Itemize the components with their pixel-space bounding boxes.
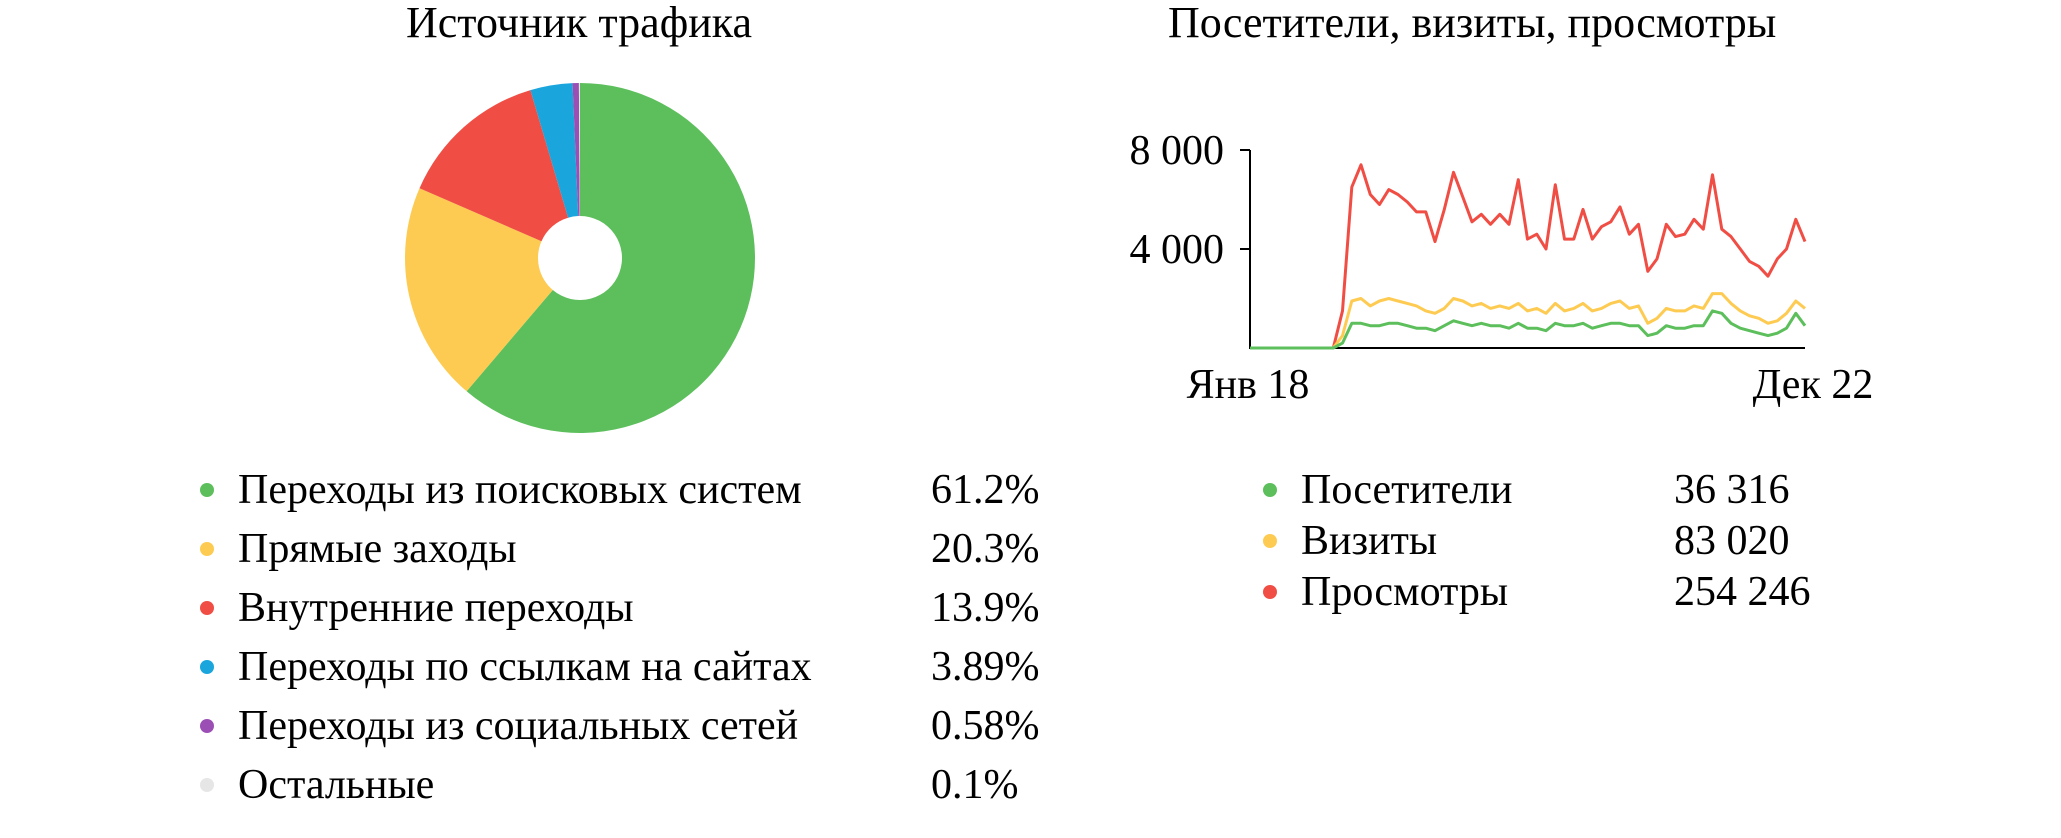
line-chart-title: Посетители, визиты, просмотры [1168,0,1777,47]
series-line-2 [1250,309,1807,350]
visitors-line-chart: 4 000 8 000 Янв 18 Дек 22 [1130,128,1874,408]
pie-legend-label: Внутренние переходы [238,585,634,631]
pie-legend-label: Переходы из поисковых систем [238,467,802,513]
pie-slice-4 [572,83,580,217]
legend-dot-icon [200,719,214,733]
series-line-1 [1250,292,1806,350]
axis-line [1249,150,1805,349]
x-tick-label-end: Дек 22 [1753,362,1874,408]
pie-legend-item: Переходы по ссылкам на сайтах 3.89% [200,643,1060,691]
y-tick-label: 8 000 [1130,128,1225,174]
y-tick-label: 4 000 [1130,227,1225,273]
legend-dot-icon [1263,534,1277,548]
line-legend-item: Визиты 83 020 [1263,517,1863,565]
series-line-0 [1250,163,1807,350]
pie-slice-0 [466,83,755,434]
line-legend-label: Просмотры [1301,569,1509,615]
pie-legend-value: 20.3% [931,526,1040,572]
pie-legend-value: 13.9% [931,585,1040,631]
pie-legend-item: Переходы из социальных сетей 0.58% [200,702,1060,750]
line-legend-value: 83 020 [1674,518,1790,564]
line-legend-item: Посетители 36 316 [1263,466,1863,514]
pie-legend-value: 0.58% [931,703,1040,749]
line-legend-item: Просмотры 254 246 [1263,568,1863,616]
traffic-source-donut-chart [405,83,755,434]
pie-slice-1 [405,188,553,392]
legend-dot-icon [200,542,214,556]
legend-dot-icon [200,660,214,674]
legend-dot-icon [200,778,214,792]
pie-legend-label: Переходы из социальных сетей [238,703,799,749]
pie-legend-value: 0.1% [931,762,1019,808]
pie-slice-5 [578,83,580,217]
legend-dot-icon [1263,585,1277,599]
pie-legend-item: Переходы из поисковых систем 61.2% [200,466,1060,514]
legend-dot-icon [200,601,214,615]
pie-slice-3 [530,83,579,218]
pie-legend-label: Переходы по ссылкам на сайтах [238,644,812,690]
pie-legend-label: Прямые заходы [238,526,517,572]
pie-chart-title: Источник трафика [406,0,753,47]
line-legend-label: Визиты [1301,518,1438,564]
pie-legend-item: Прямые заходы 20.3% [200,525,1060,573]
pie-slice-2 [419,90,569,242]
pie-legend-item: Остальные 0.1% [200,761,1060,809]
line-legend-label: Посетители [1301,467,1513,513]
pie-legend-item: Внутренние переходы 13.9% [200,584,1060,632]
x-tick-label-start: Янв 18 [1187,362,1310,408]
pie-legend-label: Остальные [238,762,435,808]
legend-dot-icon [200,483,214,497]
legend-dot-icon [1263,483,1277,497]
pie-legend-value: 3.89% [931,644,1040,690]
line-legend-value: 254 246 [1674,569,1811,615]
pie-legend-value: 61.2% [931,467,1040,513]
line-legend-value: 36 316 [1674,467,1790,513]
